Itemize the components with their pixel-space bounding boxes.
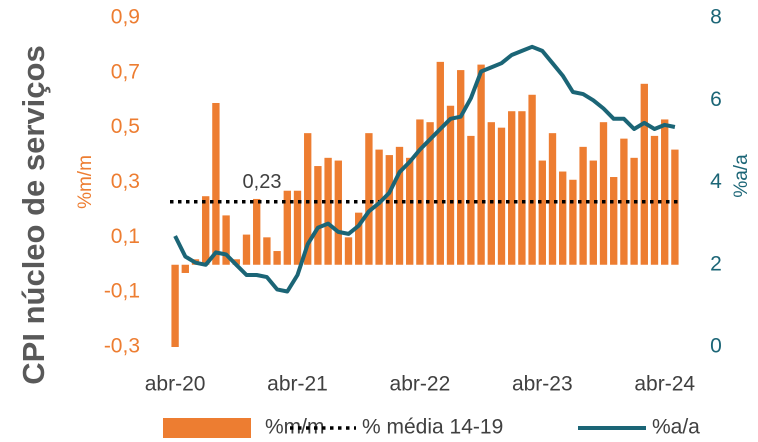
y-tick-label: -0,3 — [104, 335, 140, 358]
legend-label: % média 14-19 — [362, 416, 503, 439]
x-tick-label: abr-23 — [512, 373, 573, 396]
y2-tick-label: 0 — [710, 335, 722, 358]
bar — [518, 111, 526, 265]
bar — [344, 237, 353, 265]
y-tick-label: 0,5 — [111, 115, 140, 138]
bar — [650, 135, 659, 265]
bar — [610, 177, 618, 265]
bar — [426, 122, 434, 265]
bar — [599, 122, 608, 265]
bar — [293, 190, 302, 265]
bar — [457, 70, 465, 265]
bar — [365, 133, 373, 265]
chart-title: CPI núcleo de serviços — [16, 45, 51, 384]
y-tick-label: 0,1 — [111, 225, 140, 248]
bar — [477, 64, 485, 265]
bar — [548, 133, 557, 265]
bar — [436, 61, 444, 265]
bar — [620, 138, 628, 265]
legend-swatch — [163, 418, 251, 438]
bar — [671, 149, 679, 265]
bar — [222, 215, 230, 265]
y-axis-label: %m/m — [75, 155, 96, 209]
bar — [528, 94, 536, 265]
y2-tick-label: 6 — [710, 88, 722, 111]
bar — [406, 157, 414, 265]
bar — [579, 146, 587, 265]
bar — [253, 198, 261, 265]
bar — [416, 119, 424, 265]
bar — [467, 135, 475, 265]
bar — [559, 171, 567, 265]
bar — [395, 146, 404, 265]
bar — [589, 160, 597, 265]
bar — [314, 166, 322, 265]
y2-tick-label: 2 — [710, 252, 722, 275]
bar — [171, 264, 179, 347]
line — [173, 44, 676, 294]
bar — [263, 237, 271, 265]
x-tick-label: abr-22 — [390, 373, 451, 396]
bar — [487, 122, 495, 265]
bar — [273, 251, 281, 265]
bar — [242, 234, 251, 265]
y2-tick-label: 4 — [710, 170, 722, 193]
bar — [334, 160, 342, 265]
bar — [630, 157, 638, 265]
y-tick-label: 0,9 — [111, 6, 140, 29]
bar — [497, 127, 506, 265]
bar — [304, 133, 312, 265]
bar — [212, 102, 220, 265]
bar — [202, 196, 210, 265]
bar — [640, 83, 648, 265]
bar — [569, 179, 577, 265]
y-tick-label: -0,1 — [104, 280, 140, 303]
bar — [385, 155, 393, 265]
legend-label: %a/a — [652, 416, 700, 439]
x-tick-label: abr-24 — [634, 373, 695, 396]
bar — [446, 105, 455, 265]
bar — [508, 111, 516, 265]
y-tick-label: 0,3 — [111, 170, 140, 193]
y-tick-label: 0,7 — [111, 60, 140, 83]
x-tick-label: abr-20 — [145, 373, 206, 396]
bar — [324, 157, 332, 265]
legend-label: %m/m — [265, 416, 325, 439]
bar — [538, 160, 546, 265]
bar — [283, 190, 291, 265]
y2-tick-label: 8 — [710, 6, 722, 29]
bar — [355, 212, 363, 265]
bar — [181, 264, 189, 273]
bar — [375, 149, 383, 265]
y2-axis-label: %a/a — [731, 154, 752, 198]
data-label: 0,23 — [243, 171, 282, 193]
x-tick-label: abr-21 — [267, 373, 328, 396]
bar — [661, 119, 669, 265]
